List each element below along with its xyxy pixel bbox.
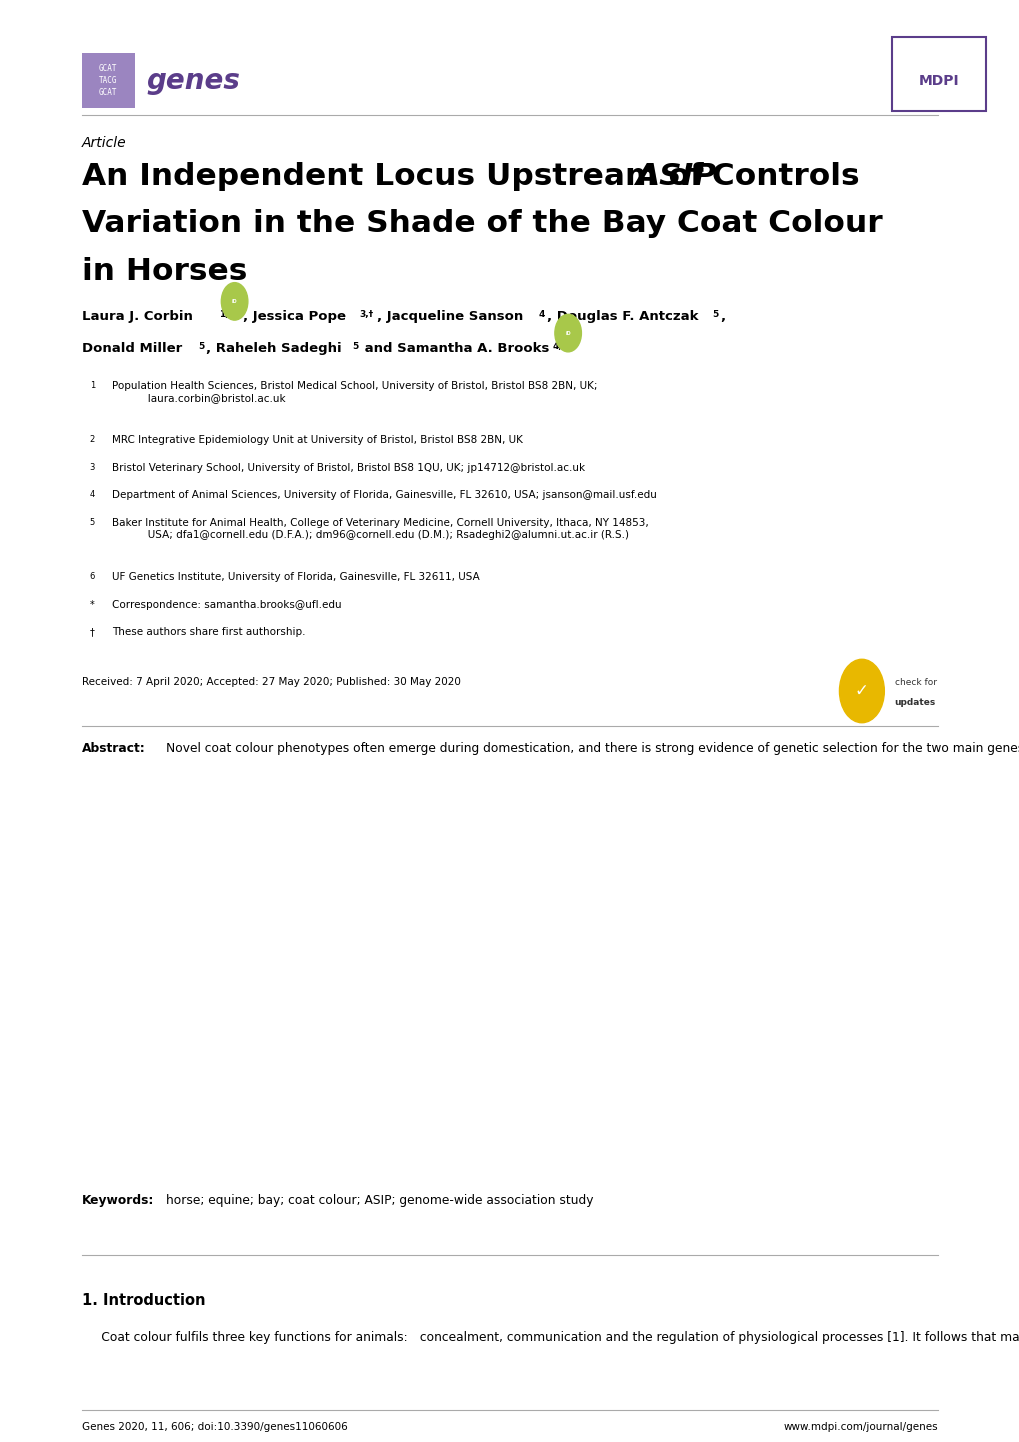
Text: Variation in the Shade of the Bay Coat Colour: Variation in the Shade of the Bay Coat C… [82,209,881,238]
Text: ,: , [719,310,725,323]
Text: , Raheleh Sadeghi: , Raheleh Sadeghi [206,342,346,355]
Text: 1. Introduction: 1. Introduction [82,1293,205,1308]
Text: and Samantha A. Brooks: and Samantha A. Brooks [360,342,553,355]
Text: 4,6,*: 4,6,* [552,342,577,350]
Text: Abstract:: Abstract: [82,743,146,756]
Text: 1: 1 [90,381,95,389]
Text: Baker Institute for Animal Health, College of Veterinary Medicine, Cornell Unive: Baker Institute for Animal Health, Colle… [112,518,648,541]
Bar [82,53,135,108]
Text: Laura J. Corbin: Laura J. Corbin [82,310,197,323]
Text: iD: iD [231,298,237,304]
Text: , Jessica Pope: , Jessica Pope [243,310,351,323]
Text: in Horses: in Horses [82,257,247,286]
Text: ✓: ✓ [854,682,868,699]
Text: *: * [90,600,95,610]
Text: 5: 5 [711,310,717,319]
Text: 2: 2 [90,435,95,444]
Text: Coat colour fulfils three key functions for animals: concealment, communication : Coat colour fulfils three key functions … [82,1331,1019,1344]
Text: Population Health Sciences, Bristol Medical School, University of Bristol, Brist: Population Health Sciences, Bristol Medi… [112,381,597,404]
Text: Keywords:: Keywords: [82,1194,154,1207]
Text: www.mdpi.com/journal/genes: www.mdpi.com/journal/genes [783,1422,937,1432]
Text: ASIP: ASIP [635,162,716,190]
Text: , Jacqueline Sanson: , Jacqueline Sanson [377,310,528,323]
Text: Correspondence: samantha.brooks@ufl.edu: Correspondence: samantha.brooks@ufl.edu [112,600,341,610]
Text: Donald Miller: Donald Miller [82,342,186,355]
Circle shape [221,283,248,320]
Text: MRC Integrative Epidemiology Unit at University of Bristol, Bristol BS8 2BN, UK: MRC Integrative Epidemiology Unit at Uni… [112,435,523,446]
Text: Genes 2020, 11, 606; doi:10.3390/genes11060606: Genes 2020, 11, 606; doi:10.3390/genes11… [82,1422,347,1432]
Text: , Douglas F. Antczak: , Douglas F. Antczak [546,310,702,323]
Text: An Independent Locus Upstream of: An Independent Locus Upstream of [82,162,713,190]
Text: UF Genetics Institute, University of Florida, Gainesville, FL 32611, USA: UF Genetics Institute, University of Flo… [112,572,480,583]
Text: genes: genes [147,66,240,95]
Text: horse; equine; bay; coat colour; ASIP; genome-wide association study: horse; equine; bay; coat colour; ASIP; g… [166,1194,593,1207]
Text: 5: 5 [198,342,204,350]
Text: 4: 4 [90,490,95,499]
Text: 3: 3 [90,463,95,472]
Text: †: † [90,627,95,637]
Text: 4: 4 [538,310,544,319]
Circle shape [839,659,883,722]
Text: iD: iD [565,330,571,336]
Text: MDPI: MDPI [918,74,959,88]
Text: Received: 7 April 2020; Accepted: 27 May 2020; Published: 30 May 2020: Received: 7 April 2020; Accepted: 27 May… [82,676,460,686]
Text: Article: Article [82,136,126,150]
Text: Controls: Controls [700,162,859,190]
Text: These authors share first authorship.: These authors share first authorship. [112,627,306,637]
Text: check for: check for [894,678,935,686]
Text: updates: updates [894,698,934,707]
Text: Department of Animal Sciences, University of Florida, Gainesville, FL 32610, USA: Department of Animal Sciences, Universit… [112,490,656,500]
Text: 6: 6 [90,572,95,581]
Circle shape [554,314,581,352]
Text: Bristol Veterinary School, University of Bristol, Bristol BS8 1QU, UK; jp14712@b: Bristol Veterinary School, University of… [112,463,585,473]
Text: 5: 5 [352,342,358,350]
Bar [892,37,985,111]
Text: 5: 5 [90,518,95,526]
Text: 1,2,†: 1,2,† [219,310,243,319]
Text: 3,†: 3,† [359,310,373,319]
Text: Novel coat colour phenotypes often emerge during domestication, and there is str: Novel coat colour phenotypes often emerg… [166,743,1019,756]
Text: GCAT
TACG
GCAT: GCAT TACG GCAT [99,65,117,97]
